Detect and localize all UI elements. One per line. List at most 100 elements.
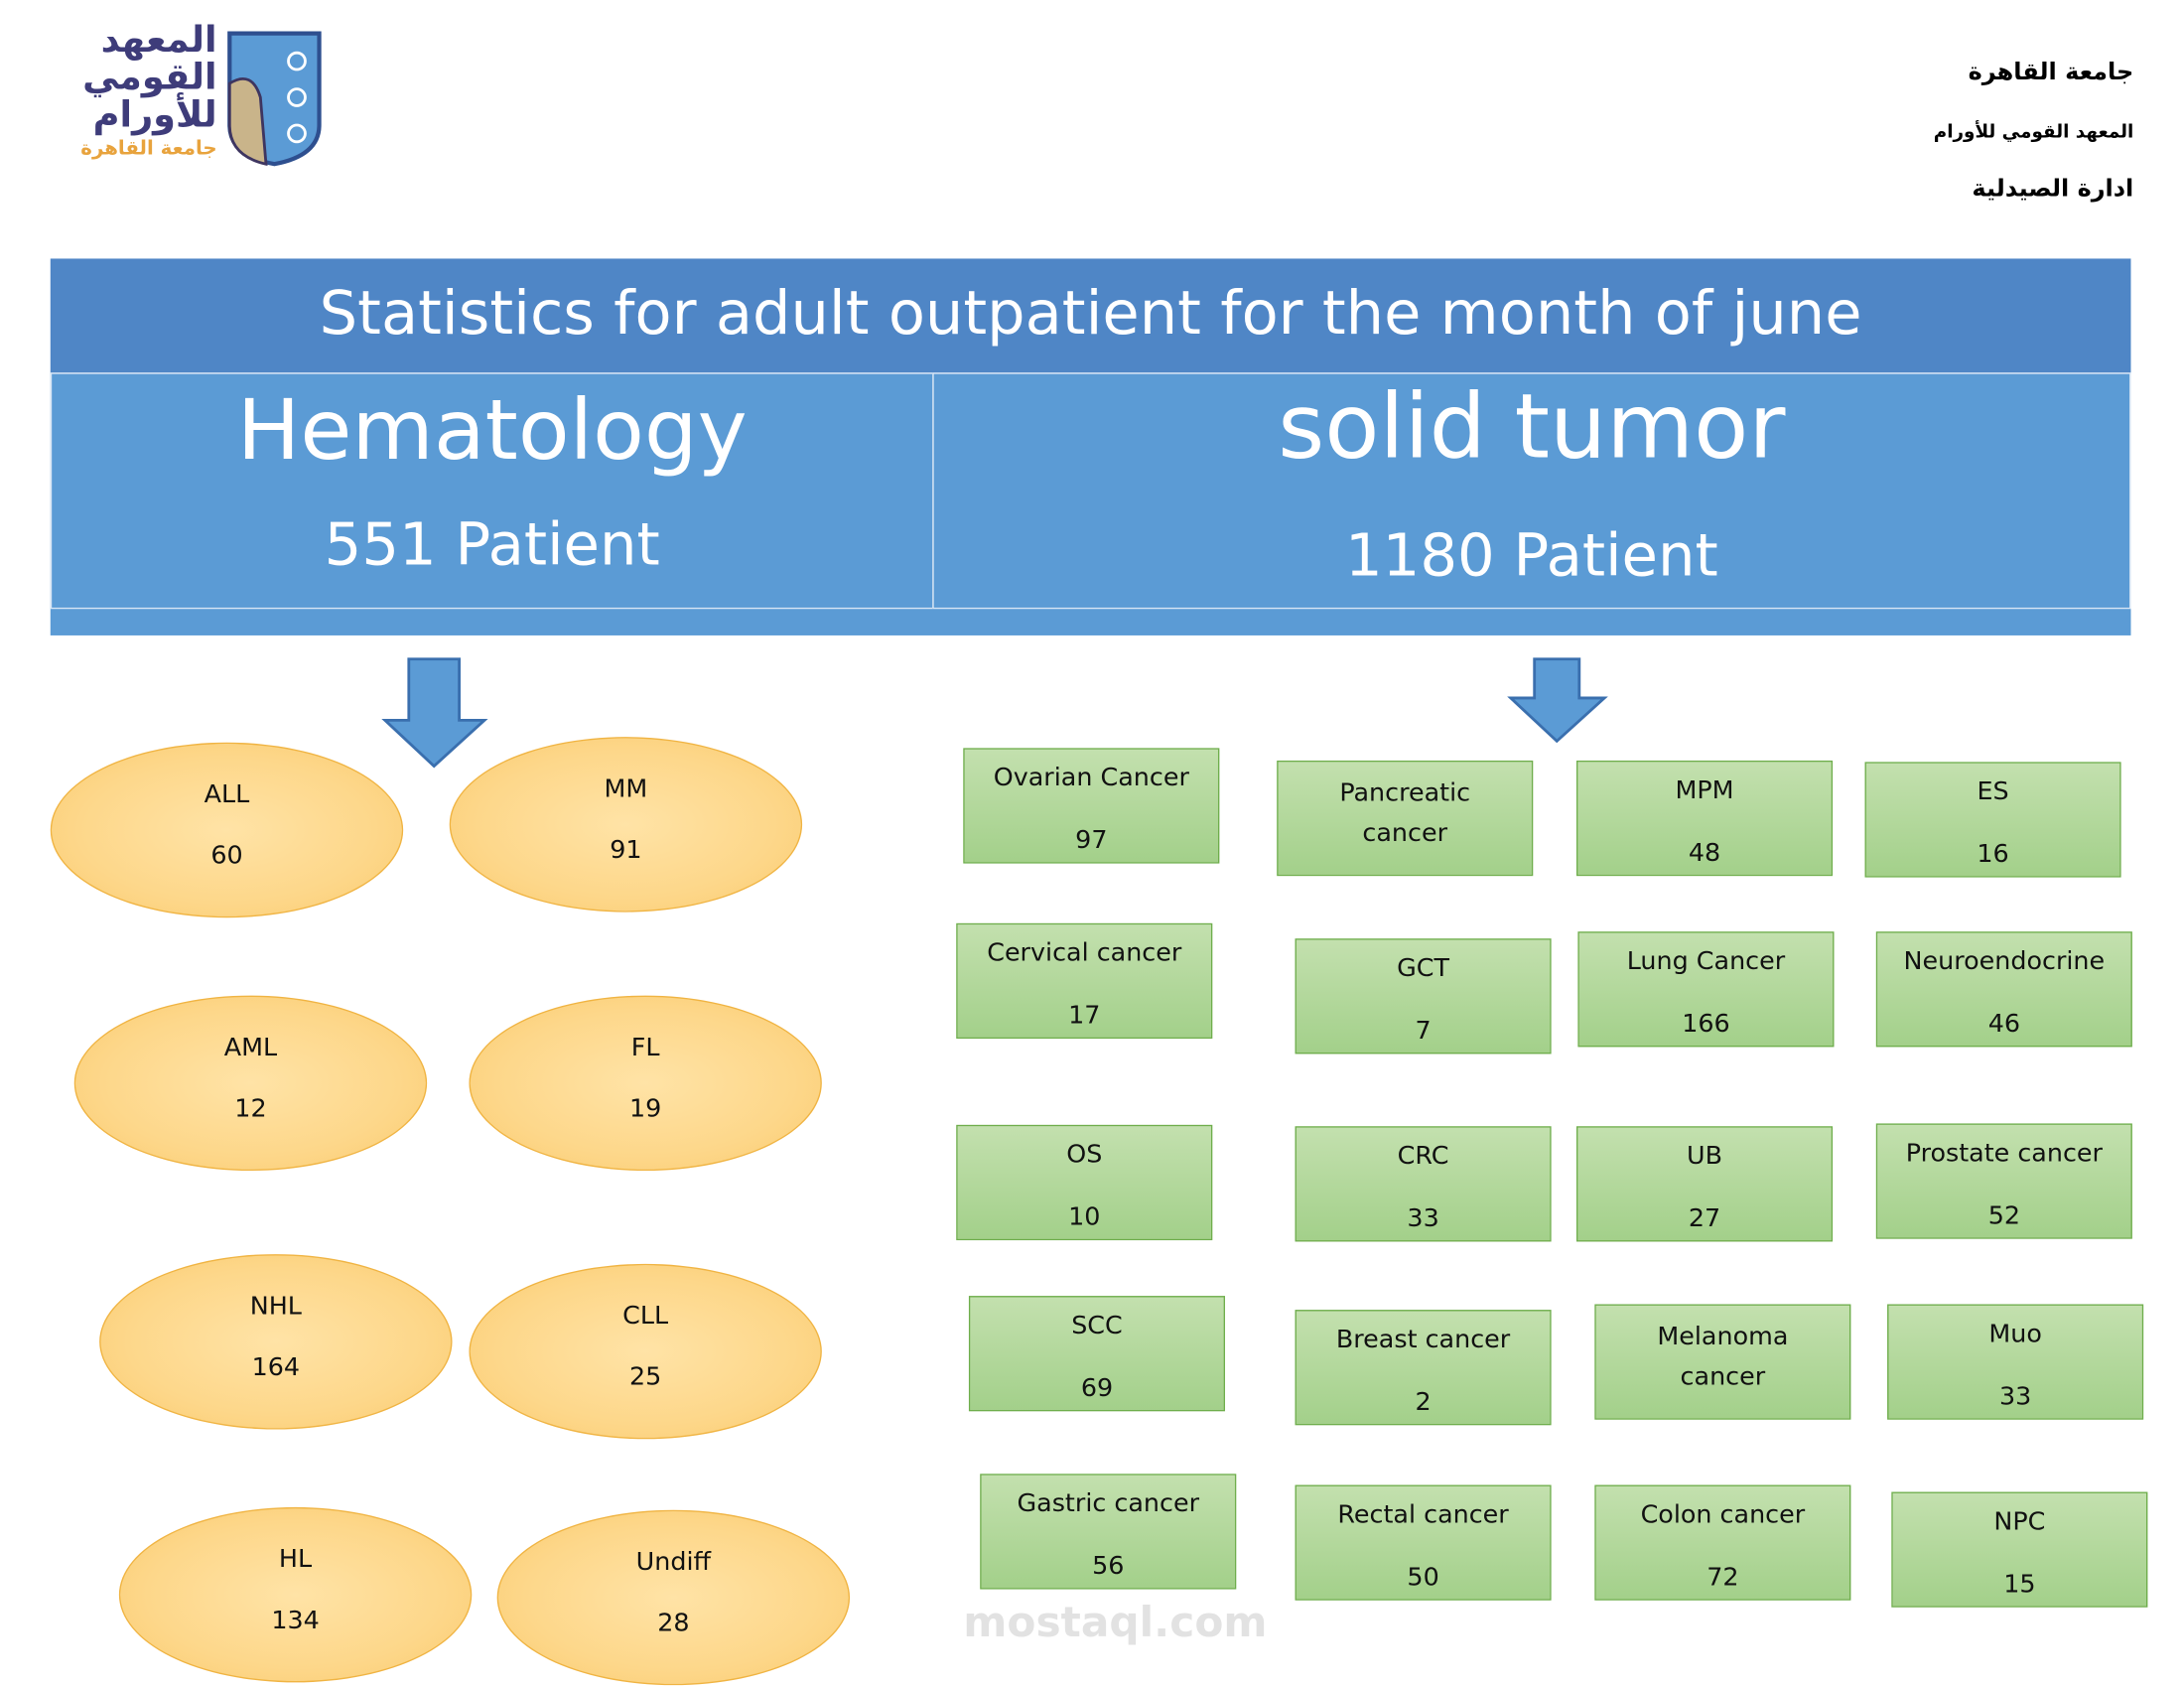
section-name: Hematology <box>236 382 748 481</box>
logo-text: المعهد القومي للأورام جامعة القاهرة <box>56 22 216 162</box>
solid-panel: solid tumor 1180 Patient <box>932 372 2131 610</box>
solid-item: Muo 33 <box>1887 1304 2144 1420</box>
item-label: Undiff <box>635 1547 712 1577</box>
item-label: Neuroendocrine <box>1903 946 2106 977</box>
header-line: ادارة الصيدلية <box>1972 175 2134 204</box>
item-label: NHL <box>249 1291 302 1322</box>
solid-item: Neuroendocrine 46 <box>1875 931 2132 1048</box>
item-label: GCT <box>1397 953 1450 984</box>
item-count: 16 <box>1977 839 2009 870</box>
hematology-item: HL 134 <box>118 1506 473 1683</box>
solid-item: Breast cancer 2 <box>1295 1310 1552 1426</box>
item-label: NPC <box>1993 1506 2046 1537</box>
solid-item: Gastric cancer 56 <box>980 1474 1237 1590</box>
item-count: 91 <box>610 835 642 865</box>
hematology-item: Undiff 28 <box>496 1509 851 1686</box>
item-count: 69 <box>1080 1373 1114 1403</box>
item-label: CRC <box>1397 1141 1449 1172</box>
solid-item: Melanoma cancer <box>1594 1304 1851 1420</box>
solid-item: Rectal cancer 50 <box>1295 1484 1552 1601</box>
solid-item: UB 27 <box>1575 1126 1834 1242</box>
item-count: 50 <box>1407 1562 1439 1593</box>
item-label: MPM <box>1675 775 1734 805</box>
item-count: 52 <box>1987 1200 2020 1231</box>
item-count: 72 <box>1706 1562 1739 1593</box>
arrow <box>381 657 488 769</box>
hematology-item: MM 91 <box>449 737 803 913</box>
item-label: MM <box>604 774 648 804</box>
title-banner: Statistics for adult outpatient for the … <box>50 258 2131 373</box>
solid-item: Prostate cancer 52 <box>1875 1123 2132 1239</box>
solid-item: MPM 48 <box>1575 760 1834 877</box>
section-total: 551 Patient <box>324 509 660 579</box>
hematology-item: CLL 25 <box>469 1263 822 1440</box>
solid-item: ES 16 <box>1864 762 2121 878</box>
logo-shield <box>227 31 322 167</box>
logo-line: المعهد <box>100 19 217 62</box>
item-count: 17 <box>1068 1001 1101 1031</box>
hematology-panel: Hematology 551 Patient <box>50 372 934 610</box>
item-label: Muo <box>1988 1319 2042 1349</box>
hematology-item: AML 12 <box>73 995 428 1172</box>
item-count: 134 <box>271 1606 320 1635</box>
solid-item: Pancreatic cancer <box>1277 760 1534 877</box>
header-line: المعهد القومي للأورام <box>1933 122 2134 144</box>
solid-item: Lung Cancer 166 <box>1577 931 1835 1048</box>
item-label: UB <box>1687 1141 1723 1172</box>
banner-strip <box>50 609 2131 635</box>
item-label: HL <box>278 1544 313 1575</box>
solid-item: OS 10 <box>956 1124 1213 1241</box>
item-label: Breast cancer <box>1335 1325 1511 1354</box>
item-count: 33 <box>1998 1381 2032 1412</box>
logo-subtitle: جامعة القاهرة <box>80 137 217 161</box>
solid-item: Colon cancer 72 <box>1594 1484 1851 1601</box>
item-count: 12 <box>234 1094 267 1124</box>
item-label: CLL <box>622 1301 669 1332</box>
section-name: solid tumor <box>1278 376 1786 481</box>
item-label: FL <box>630 1033 660 1062</box>
item-count: 164 <box>251 1352 301 1382</box>
item-count: 33 <box>1407 1203 1439 1234</box>
header-line: جامعة القاهرة <box>1968 58 2134 86</box>
logo-line: القومي <box>82 57 217 99</box>
item-label: OS <box>1066 1140 1103 1170</box>
item-label: SCC <box>1071 1311 1123 1340</box>
item-label: Ovarian Cancer <box>993 763 1189 793</box>
item-label: Melanoma cancer <box>1657 1322 1789 1392</box>
title: Statistics for adult outpatient for the … <box>319 279 1862 350</box>
solid-item: CRC 33 <box>1295 1126 1552 1242</box>
item-count: 7 <box>1415 1016 1432 1047</box>
item-count: 10 <box>1068 1202 1101 1232</box>
item-label: ES <box>1977 776 2009 807</box>
item-label: Prostate cancer <box>1905 1138 2103 1169</box>
logo-line: للأورام <box>92 94 217 137</box>
item-count: 166 <box>1682 1009 1730 1040</box>
section-total: 1180 Patient <box>1344 521 1718 590</box>
hematology-item: NHL 164 <box>99 1254 453 1430</box>
solid-item: NPC 15 <box>1891 1491 2148 1608</box>
item-label: Lung Cancer <box>1626 946 1786 977</box>
solid-item: Ovarian Cancer 97 <box>963 748 1220 864</box>
item-label: Cervical cancer <box>987 938 1182 968</box>
item-count: 97 <box>1075 825 1108 856</box>
item-count: 2 <box>1415 1387 1432 1417</box>
item-label: ALL <box>204 779 250 809</box>
item-label: Rectal cancer <box>1337 1499 1509 1530</box>
item-count: 46 <box>1987 1009 2020 1040</box>
item-count: 60 <box>210 841 243 871</box>
item-label: Gastric cancer <box>1017 1488 1200 1519</box>
item-count: 56 <box>1092 1551 1125 1582</box>
arrow <box>1507 657 1608 744</box>
item-count: 15 <box>2003 1569 2036 1600</box>
item-count: 25 <box>628 1362 662 1392</box>
hematology-item: ALL 60 <box>50 742 404 918</box>
item-count: 27 <box>1688 1203 1721 1234</box>
item-count: 19 <box>628 1094 662 1124</box>
watermark: mostaql.com <box>963 1599 1268 1648</box>
item-label: AML <box>223 1033 278 1062</box>
item-label: Pancreatic cancer <box>1339 778 1471 849</box>
solid-item: GCT 7 <box>1295 938 1552 1055</box>
item-label: Colon cancer <box>1640 1499 1806 1530</box>
solid-item: SCC 69 <box>968 1296 1226 1412</box>
